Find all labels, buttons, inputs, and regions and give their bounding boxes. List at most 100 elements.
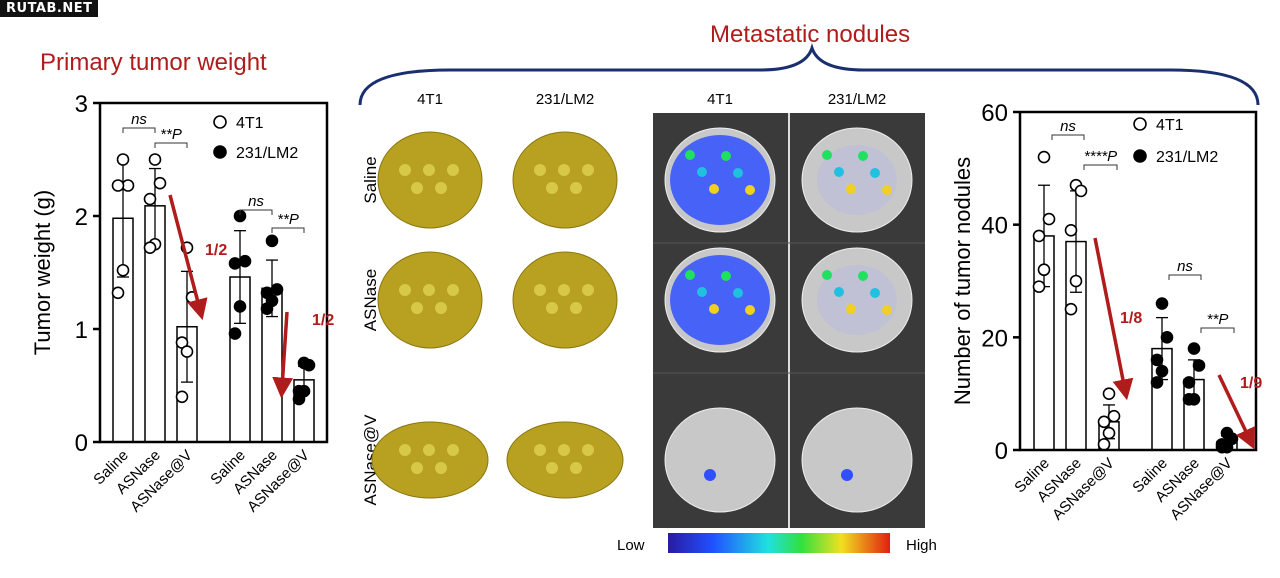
row-label: Saline <box>361 156 380 203</box>
data-point <box>1097 438 1111 451</box>
legend-label: 231/LM2 <box>1156 149 1218 166</box>
signal <box>704 469 716 481</box>
hotspot <box>870 168 880 178</box>
legend-label: 231/LM2 <box>236 145 298 162</box>
significance-label: ns <box>1177 258 1193 275</box>
row-label: ASNase@V <box>361 414 380 506</box>
y-tick-label: 0 <box>75 430 88 457</box>
data-point <box>1037 263 1051 277</box>
column-label: 231/LM2 <box>828 91 886 108</box>
nodule <box>534 284 546 296</box>
lung-photo <box>506 421 624 499</box>
hotspot <box>709 304 719 314</box>
significance-label: ns <box>248 193 264 210</box>
y-tick-label: 60 <box>981 100 1008 127</box>
data-point <box>1192 359 1206 372</box>
data-point <box>1107 409 1121 423</box>
data-point <box>260 302 274 315</box>
nodule <box>558 444 570 456</box>
lung-photo <box>377 131 483 229</box>
hotspot <box>870 288 880 298</box>
nodule <box>582 444 594 456</box>
fold-label: 1/2 <box>312 312 334 329</box>
colorbar-high: High <box>906 537 937 554</box>
nodule <box>423 164 435 176</box>
significance-label: **P <box>1207 311 1229 328</box>
nodule <box>435 182 447 194</box>
nodule <box>435 302 447 314</box>
legend-marker <box>1133 117 1147 131</box>
lung-images: 4T1 231/LM2 4T1 231/LM2 Saline ASNase ASNase@V <box>361 91 925 528</box>
fold-label: 1/9 <box>1240 375 1262 392</box>
y-tick-label: 40 <box>981 213 1008 240</box>
data-point <box>1074 184 1088 198</box>
data-point <box>1097 415 1111 429</box>
hotspot <box>697 167 707 177</box>
hotspot <box>846 304 856 314</box>
data-point <box>1182 376 1196 389</box>
lung-photo <box>371 421 489 499</box>
significance-label: **P <box>277 211 299 228</box>
data-point <box>175 390 189 404</box>
data-point <box>1155 364 1169 378</box>
significance-label: **P <box>160 126 182 143</box>
signal <box>817 145 897 215</box>
data-point <box>1150 376 1164 389</box>
hotspot <box>685 150 695 160</box>
y-tick-label: 3 <box>75 91 88 118</box>
hotspot <box>834 167 844 177</box>
hotspot <box>882 185 892 195</box>
nodule <box>399 284 411 296</box>
nodule <box>582 284 594 296</box>
colorbar-low: Low <box>617 537 645 554</box>
reduction-arrow <box>1217 374 1255 450</box>
primary-title: Primary tumor weight <box>40 49 267 76</box>
nodule <box>423 444 435 456</box>
lung-photo <box>512 131 618 229</box>
watermark: RUTAB.NET <box>0 0 99 17</box>
data-point <box>233 300 247 313</box>
lung-ivis <box>664 407 776 513</box>
significance-bracket <box>1051 134 1085 140</box>
significance-bracket <box>154 142 188 148</box>
significance-bracket <box>239 209 273 215</box>
data-point <box>1037 150 1051 164</box>
hotspot <box>745 185 755 195</box>
lung-photo <box>377 251 483 349</box>
data-point <box>1042 212 1056 226</box>
y-axis-label: Number of tumor nodules <box>950 157 975 405</box>
signal <box>817 265 897 335</box>
reduction-arrow <box>1093 237 1134 401</box>
hotspot <box>745 305 755 315</box>
data-point <box>265 234 279 248</box>
hotspot <box>721 271 731 281</box>
nodule <box>534 164 546 176</box>
data-point <box>1155 297 1169 310</box>
data-point <box>116 263 130 277</box>
nodule <box>399 444 411 456</box>
reduction-arrow <box>272 311 294 399</box>
nodule <box>570 462 582 474</box>
hotspot <box>858 271 868 281</box>
legend-marker <box>213 145 227 159</box>
data-point <box>1160 331 1174 344</box>
data-point <box>292 392 306 406</box>
data-point <box>1064 302 1078 316</box>
nodule <box>570 182 582 194</box>
significance-bracket <box>271 227 305 233</box>
hotspot <box>733 288 743 298</box>
significance-bracket <box>122 127 156 133</box>
significance-bracket <box>1200 327 1235 333</box>
data-point <box>111 286 125 300</box>
column-label: 4T1 <box>707 91 733 108</box>
signal <box>670 255 770 345</box>
hotspot <box>822 150 832 160</box>
legend-label: 4T1 <box>236 115 264 132</box>
data-point <box>1069 274 1083 288</box>
nodule <box>534 444 546 456</box>
column-label: 4T1 <box>417 91 443 108</box>
nodule <box>546 462 558 474</box>
nodule <box>447 444 459 456</box>
hotspot <box>721 151 731 161</box>
